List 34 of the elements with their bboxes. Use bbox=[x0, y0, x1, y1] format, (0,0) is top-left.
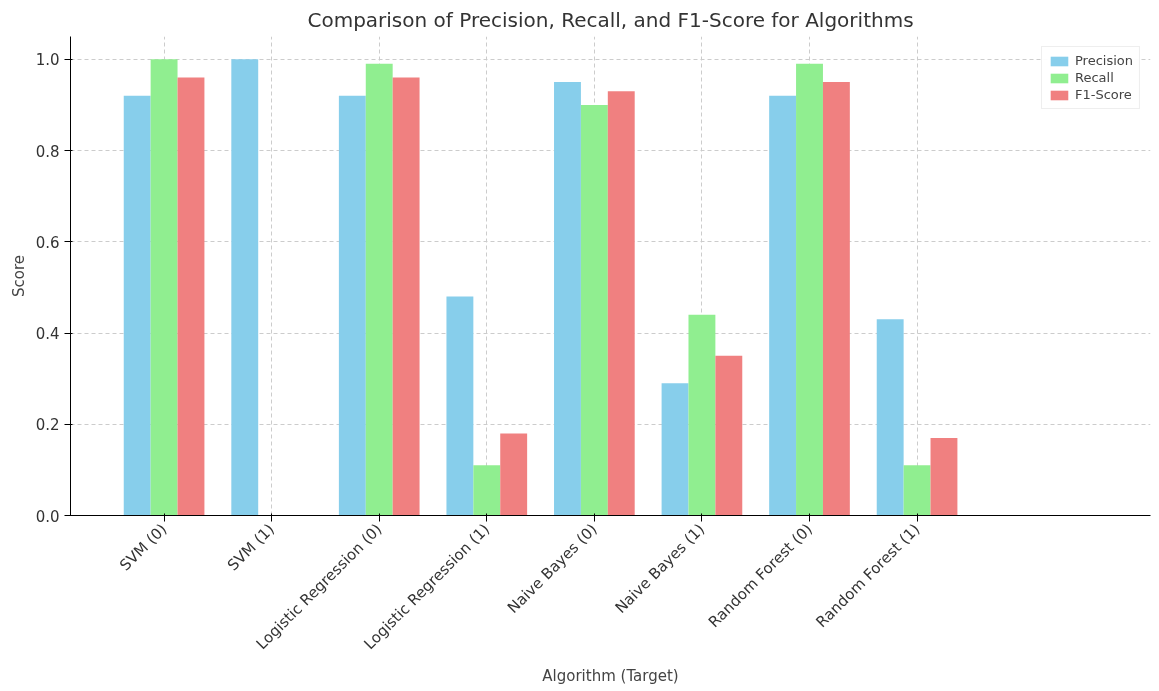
bar bbox=[769, 95, 797, 516]
legend-label: Recall bbox=[1074, 70, 1114, 85]
bar bbox=[338, 95, 366, 516]
x-axis-title: Algorithm (Target) bbox=[542, 667, 679, 686]
chart-title: Comparison of Precision, Recall, and F1-Score for Algorithms bbox=[307, 7, 914, 32]
bar bbox=[473, 465, 501, 516]
bar bbox=[554, 82, 581, 516]
bar bbox=[903, 465, 931, 516]
bar bbox=[930, 437, 958, 516]
bar bbox=[796, 63, 823, 516]
bar bbox=[446, 296, 474, 516]
bar bbox=[392, 77, 420, 516]
bar bbox=[607, 91, 635, 516]
bar bbox=[231, 59, 259, 516]
bar bbox=[500, 433, 528, 516]
bar bbox=[123, 95, 151, 516]
y-tick-label: 0.4 bbox=[35, 325, 60, 344]
bar bbox=[365, 63, 393, 516]
y-tick-label: 1.0 bbox=[35, 51, 60, 70]
bar bbox=[177, 77, 205, 516]
bar bbox=[661, 383, 689, 516]
y-tick-label: 0.2 bbox=[35, 416, 60, 435]
legend-label: F1-Score bbox=[1074, 87, 1132, 102]
y-tick-label: 0.8 bbox=[35, 142, 60, 161]
bar bbox=[876, 319, 904, 516]
bar bbox=[580, 104, 608, 516]
y-tick-label: 0.0 bbox=[35, 507, 60, 526]
bar bbox=[715, 355, 743, 516]
bar bbox=[150, 59, 178, 516]
bar bbox=[688, 314, 716, 516]
legend-label: Precision bbox=[1074, 53, 1133, 68]
bar bbox=[822, 82, 850, 516]
y-tick-label: 0.6 bbox=[35, 233, 60, 252]
y-axis-title: Score bbox=[9, 254, 28, 298]
